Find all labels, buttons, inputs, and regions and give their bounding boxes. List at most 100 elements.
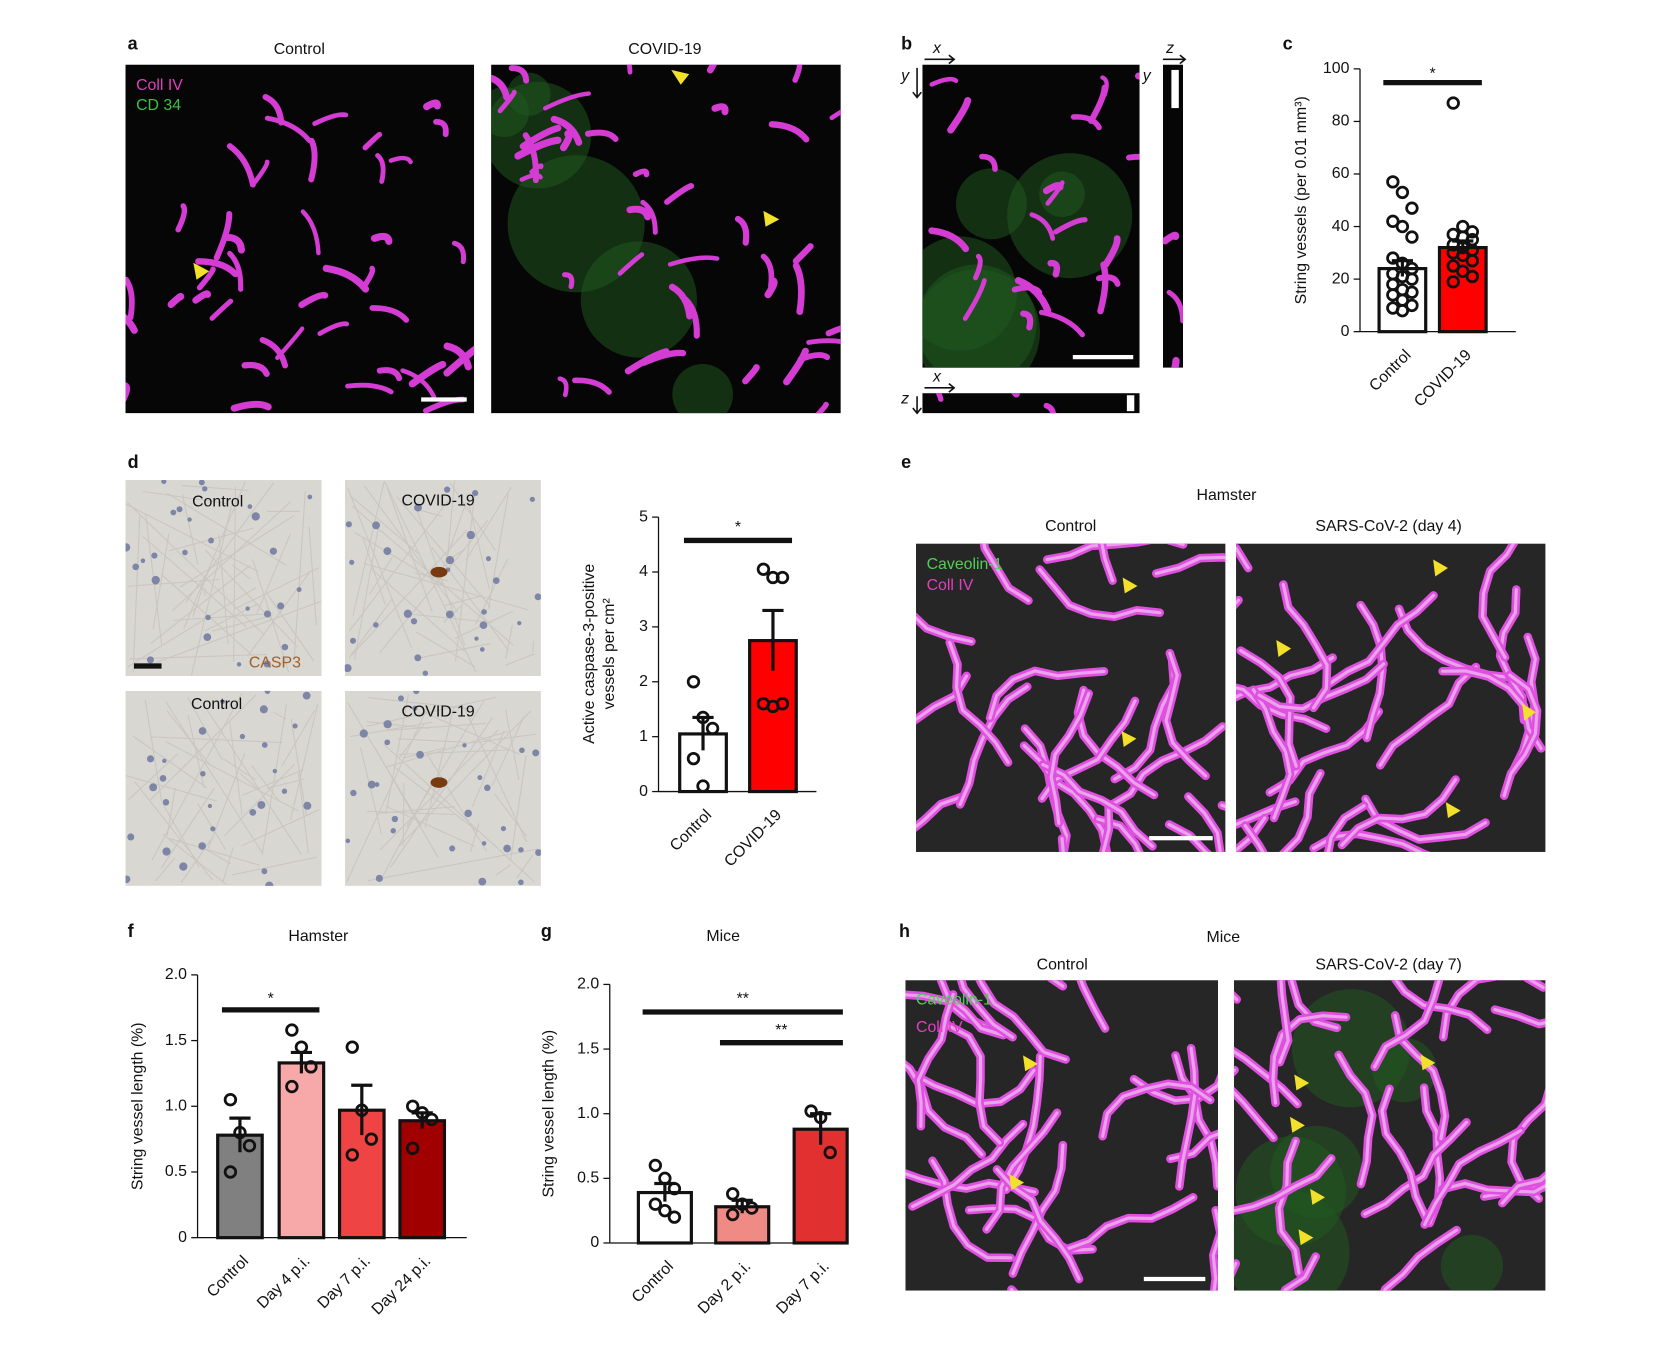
nucleus (479, 647, 485, 652)
vessel (935, 393, 944, 402)
image-label: Control (192, 493, 243, 510)
y-tick-label: 1.0 (577, 1105, 599, 1122)
nucleus (534, 593, 541, 601)
vessel (1047, 259, 1061, 278)
nucleus (269, 547, 277, 555)
texture (179, 514, 295, 588)
nucleus (375, 874, 383, 882)
arrowhead (1121, 731, 1137, 748)
nucleus (445, 610, 454, 619)
vessel-core (1423, 1129, 1523, 1227)
image-label: SARS-CoV-2 (day 7) (1315, 957, 1461, 974)
legend-label: Caveolin-1 (916, 992, 992, 1009)
nucleus (374, 782, 380, 787)
nucleus (303, 801, 312, 810)
texture (384, 730, 509, 768)
vessel-core (1278, 980, 1290, 1064)
vessel (806, 338, 841, 345)
vessel (562, 272, 575, 290)
panel-letter: h (899, 921, 910, 941)
vessel (230, 400, 272, 412)
nucleus (261, 868, 268, 875)
overlays (133, 54, 1536, 1282)
vessel (312, 112, 349, 126)
texture (415, 572, 448, 582)
arrow (1162, 54, 1187, 65)
texture (163, 804, 200, 868)
texture (289, 704, 319, 821)
texture (471, 730, 505, 807)
vessel-core (1500, 1174, 1546, 1205)
nucleus (161, 480, 167, 484)
data-point (1465, 254, 1480, 268)
data-point (686, 675, 701, 689)
nucleus (125, 543, 131, 552)
data-point (1386, 175, 1400, 189)
vessel (1126, 153, 1140, 161)
error-bar (762, 608, 784, 671)
y-tick-label: 40 (1332, 218, 1350, 235)
scale-bar (1149, 836, 1213, 841)
nucleus (220, 699, 225, 705)
nucleus (202, 486, 208, 492)
vessel (1162, 231, 1180, 245)
texture (185, 482, 275, 603)
nucleus (239, 733, 246, 740)
vessel (792, 262, 805, 315)
vessel (928, 227, 970, 253)
x-tick-label: Day 7 p.i. (773, 1258, 832, 1317)
data-point (1395, 303, 1410, 318)
nucleus (485, 556, 491, 562)
texture (211, 615, 273, 632)
vessel-core (978, 980, 1068, 1062)
vessel (223, 233, 246, 254)
nucleus (272, 768, 278, 774)
data-point (223, 1093, 238, 1107)
y-axis-label: String vessel length (%) (129, 1022, 146, 1190)
significance-label: ** (737, 990, 749, 1007)
nucleus (444, 486, 451, 493)
texture (224, 763, 296, 836)
panel-labels: a Control COVID-19 Coll IV CD 34 b x y z… (128, 33, 1462, 1036)
marker (1171, 69, 1179, 109)
nucleus (500, 825, 507, 832)
scale-bar (421, 397, 467, 402)
nucleus (179, 862, 188, 871)
nucleus (251, 512, 260, 521)
nucleus (479, 621, 488, 630)
data-point (756, 562, 771, 576)
texture (366, 721, 429, 729)
nucleus (198, 727, 207, 735)
data-point (405, 1099, 420, 1113)
vessel (317, 321, 350, 336)
data-point (667, 1210, 682, 1224)
nucleus (307, 494, 313, 500)
vessel (175, 203, 188, 233)
y-tick-label: 60 (1332, 165, 1350, 182)
nucleus (484, 784, 491, 792)
texture (128, 753, 179, 800)
data-point (726, 1207, 740, 1222)
texture (420, 643, 491, 659)
micrograph (922, 64, 1140, 368)
arrowhead (671, 69, 690, 85)
vessel (388, 155, 413, 165)
nucleus (140, 558, 146, 564)
texture (251, 765, 281, 803)
data-point (1446, 259, 1460, 273)
vessel (1011, 284, 1043, 296)
vessel (252, 159, 270, 184)
texture (127, 586, 257, 668)
y-tick-label: 4 (639, 563, 648, 580)
nucleus (292, 723, 298, 729)
vessel-core (1101, 804, 1111, 852)
texture (491, 716, 525, 786)
scale-bar (133, 663, 162, 669)
nucleus (210, 826, 216, 832)
texture (420, 509, 443, 517)
vessel-core (910, 1122, 1025, 1209)
data-point (1465, 269, 1480, 284)
vessel (322, 264, 370, 293)
texture (386, 722, 486, 732)
